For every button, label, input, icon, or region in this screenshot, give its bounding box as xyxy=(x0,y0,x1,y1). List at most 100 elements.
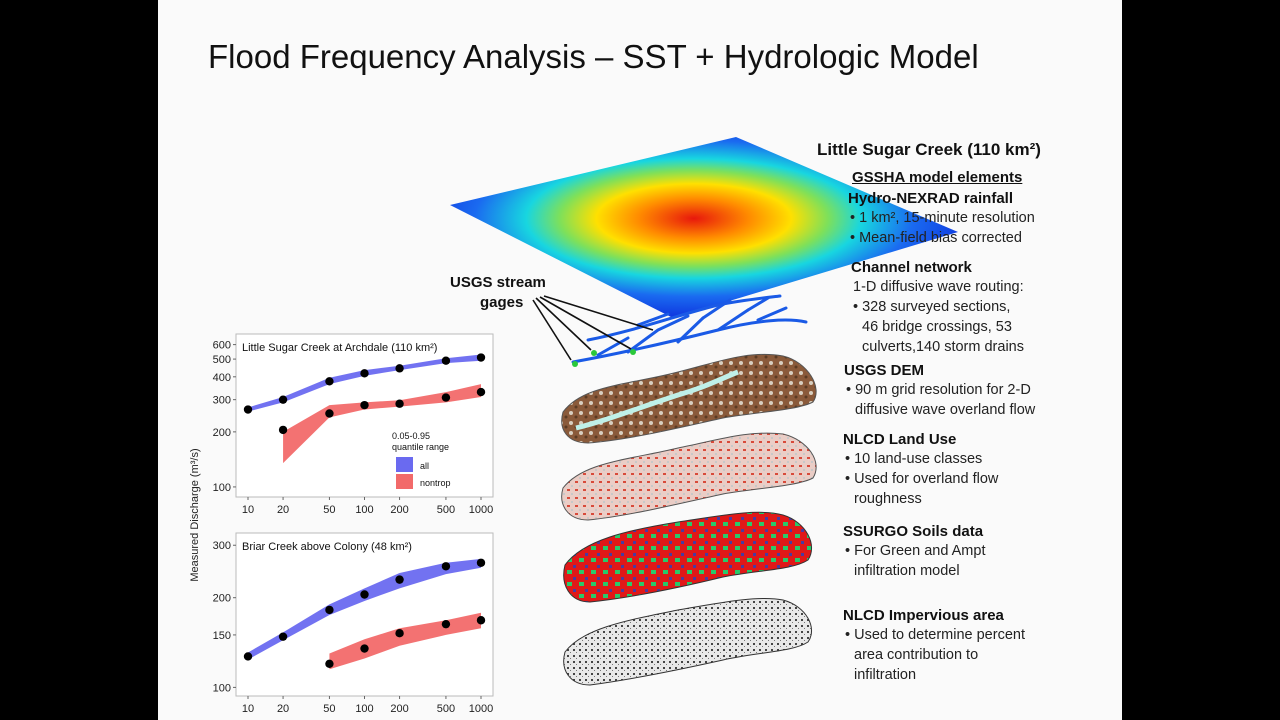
x-tick-label: 100 xyxy=(355,703,373,715)
data-point-nontrop xyxy=(441,393,451,402)
data-point-all xyxy=(278,632,288,641)
section-line: 46 bridge crossings, 53 xyxy=(862,319,1012,335)
data-point-all xyxy=(360,590,369,599)
y-tick-label: 600 xyxy=(213,340,231,352)
section-line: infiltration xyxy=(854,667,917,683)
band-all xyxy=(248,354,481,412)
section-line: infiltration model xyxy=(854,563,960,579)
x-tick-label: 20 xyxy=(277,703,289,715)
y-tick-label: 100 xyxy=(213,482,231,494)
data-point-nontrop xyxy=(395,629,404,638)
x-tick-label: 50 xyxy=(323,504,335,516)
channel-network-layer xyxy=(571,294,808,364)
y-tick-label: 300 xyxy=(213,540,231,552)
y-tick-label: 300 xyxy=(213,395,231,407)
watershed-title: Little Sugar Creek (110 km²) xyxy=(817,140,1041,159)
x-tick-label: 200 xyxy=(390,703,408,715)
section-line: • Used for overland flow xyxy=(845,471,999,487)
stream-gage-markers xyxy=(572,349,636,367)
data-point-nontrop xyxy=(476,616,486,625)
section-line: diffusive wave overland flow xyxy=(855,402,1036,418)
gages-label-line1: USGS stream xyxy=(450,274,546,291)
data-point-all xyxy=(278,395,288,404)
rainfall-grid-layer xyxy=(450,137,958,318)
data-point-nontrop xyxy=(476,387,486,397)
section-line: roughness xyxy=(854,491,922,507)
data-point-nontrop xyxy=(395,399,404,408)
section-line: • 1 km², 15-minute resolution xyxy=(850,210,1035,226)
legend-title: quantile range xyxy=(392,442,449,452)
legend-swatch-nontrop xyxy=(396,474,413,489)
section-heading: SSURGO Soils data xyxy=(843,523,984,540)
chart-title: Little Sugar Creek at Archdale (110 km²) xyxy=(242,342,437,354)
y-axis-label: Measured Discharge (m³/s) xyxy=(189,448,201,581)
chart-title: Briar Creek above Colony (48 km²) xyxy=(242,541,412,553)
model-layers-figure xyxy=(450,137,958,686)
model-elements-heading: GSSHA model elements xyxy=(852,169,1023,186)
legend-entry: all xyxy=(420,461,429,471)
slide-title: Flood Frequency Analysis – SST + Hydrolo… xyxy=(208,38,979,75)
legend-entry: nontrop xyxy=(420,478,451,488)
section-line: • 328 surveyed sections, xyxy=(853,299,1011,315)
band-nontrop xyxy=(283,384,481,464)
section-line: • Used to determine percent xyxy=(845,627,1025,643)
x-tick-label: 20 xyxy=(277,504,289,516)
data-point-all xyxy=(243,652,253,661)
data-point-nontrop xyxy=(360,644,369,653)
y-tick-label: 200 xyxy=(213,427,231,439)
section-line: area contribution to xyxy=(854,647,979,663)
chart-panel: 100 150 200 300 10 20 50 100 200 500 1000 Briar Cre… xyxy=(213,532,494,715)
data-point-all xyxy=(395,575,404,584)
data-point-all xyxy=(441,356,451,365)
gages-label-line2: gages xyxy=(480,294,524,311)
section-line: culverts,140 storm drains xyxy=(862,339,1024,355)
dem-layer xyxy=(561,353,817,444)
impervious-layer xyxy=(563,597,813,686)
data-point-all xyxy=(395,364,404,373)
section-heading: Hydro-NEXRAD rainfall xyxy=(848,190,1014,207)
data-point-nontrop xyxy=(325,659,334,668)
section-line: 1-D diffusive wave routing: xyxy=(853,279,1024,295)
data-point-nontrop xyxy=(325,409,334,418)
x-tick-label: 500 xyxy=(437,703,455,715)
land-use-layer xyxy=(561,432,817,521)
data-point-nontrop xyxy=(441,619,451,629)
y-tick-label: 400 xyxy=(213,372,231,384)
slide: Flood Frequency Analysis – SST + Hydrolo… xyxy=(158,0,1122,720)
section-line: • 10 land-use classes xyxy=(845,451,983,467)
y-tick-label: 200 xyxy=(213,593,231,605)
x-tick-label: 10 xyxy=(242,703,254,715)
section-heading: USGS DEM xyxy=(844,362,925,379)
chart-panel: 100 200 300 400 500 600 10 20 50 100 200 500 1000 Lit… xyxy=(213,333,494,516)
data-point-all xyxy=(325,377,334,386)
flood-frequency-charts: 100 200 300 400 500 600 10 20 50 100 200 500 1000 Lit… xyxy=(189,333,494,715)
data-point-nontrop xyxy=(360,400,369,410)
band-all xyxy=(248,558,481,660)
x-tick-label: 50 xyxy=(323,703,335,715)
section-line: • 90 m grid resolution for 2-D xyxy=(846,382,1031,398)
x-tick-label: 1000 xyxy=(469,504,493,516)
soils-layer xyxy=(563,511,813,603)
section-line: • For Green and Ampt xyxy=(845,543,986,559)
data-point-nontrop xyxy=(278,425,288,435)
x-tick-label: 10 xyxy=(242,504,254,516)
section-heading: Channel network xyxy=(851,259,972,276)
data-point-all xyxy=(360,369,369,378)
data-point-all xyxy=(243,405,253,414)
legend-title: 0.05-0.95 xyxy=(392,431,430,441)
x-tick-label: 500 xyxy=(437,504,455,516)
x-tick-label: 100 xyxy=(355,504,373,516)
legend-swatch-all xyxy=(396,457,413,472)
x-tick-label: 1000 xyxy=(469,703,493,715)
section-heading: NLCD Impervious area xyxy=(843,607,1004,624)
x-tick-label: 200 xyxy=(390,504,408,516)
gage-arrows xyxy=(532,295,654,361)
data-point-all xyxy=(476,558,486,567)
y-tick-label: 500 xyxy=(213,354,231,366)
section-line: • Mean-field bias corrected xyxy=(850,230,1022,246)
data-point-all xyxy=(441,562,451,571)
data-point-all xyxy=(476,353,486,362)
y-tick-label: 150 xyxy=(213,630,231,642)
data-point-all xyxy=(325,605,334,615)
